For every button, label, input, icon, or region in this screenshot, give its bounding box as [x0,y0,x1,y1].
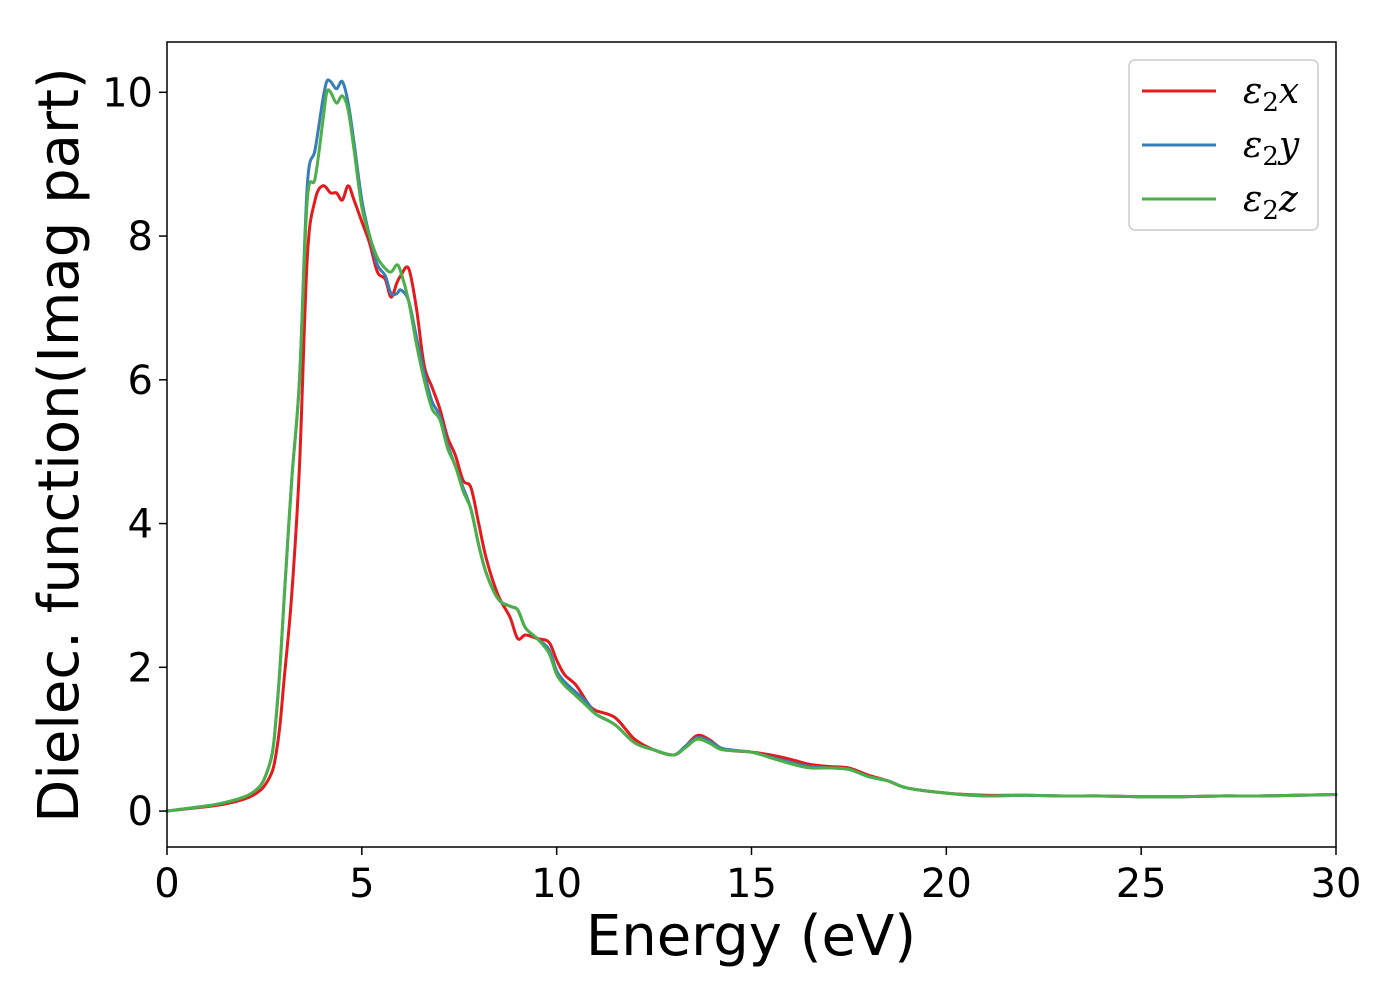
legend: ε2x ε2y ε2z [1128,59,1319,231]
x-tick-label: 15 [726,861,777,907]
x-axis-title: Energy (eV) [586,904,916,969]
legend-box [1128,59,1319,231]
series-line-x [165,184,1338,813]
x-tick-label: 5 [349,861,374,907]
y-tick-label: 6 [128,358,153,404]
series-line-z [165,88,1338,813]
y-axis: 0 2 4 6 8 10 [102,70,167,835]
series-layer [165,78,1338,813]
x-axis: 0 5 10 15 20 25 30 [154,847,1361,907]
legend-label-y: ε2y [1243,125,1300,172]
y-tick-label: 8 [128,214,153,260]
x-tick-label: 20 [921,861,972,907]
y-axis-title: Dielec. function(Imag part) [27,67,92,823]
x-tick-label: 30 [1311,861,1362,907]
legend-label-z: ε2z [1243,179,1299,226]
y-tick-label: 10 [102,70,153,116]
y-tick-label: 4 [128,502,153,548]
legend-label-x: ε2x [1243,71,1299,118]
x-tick-label: 10 [531,861,582,907]
x-tick-label: 25 [1116,861,1167,907]
y-tick-label: 0 [128,789,153,835]
y-tick-label: 2 [128,645,153,691]
x-tick-label: 0 [154,861,179,907]
